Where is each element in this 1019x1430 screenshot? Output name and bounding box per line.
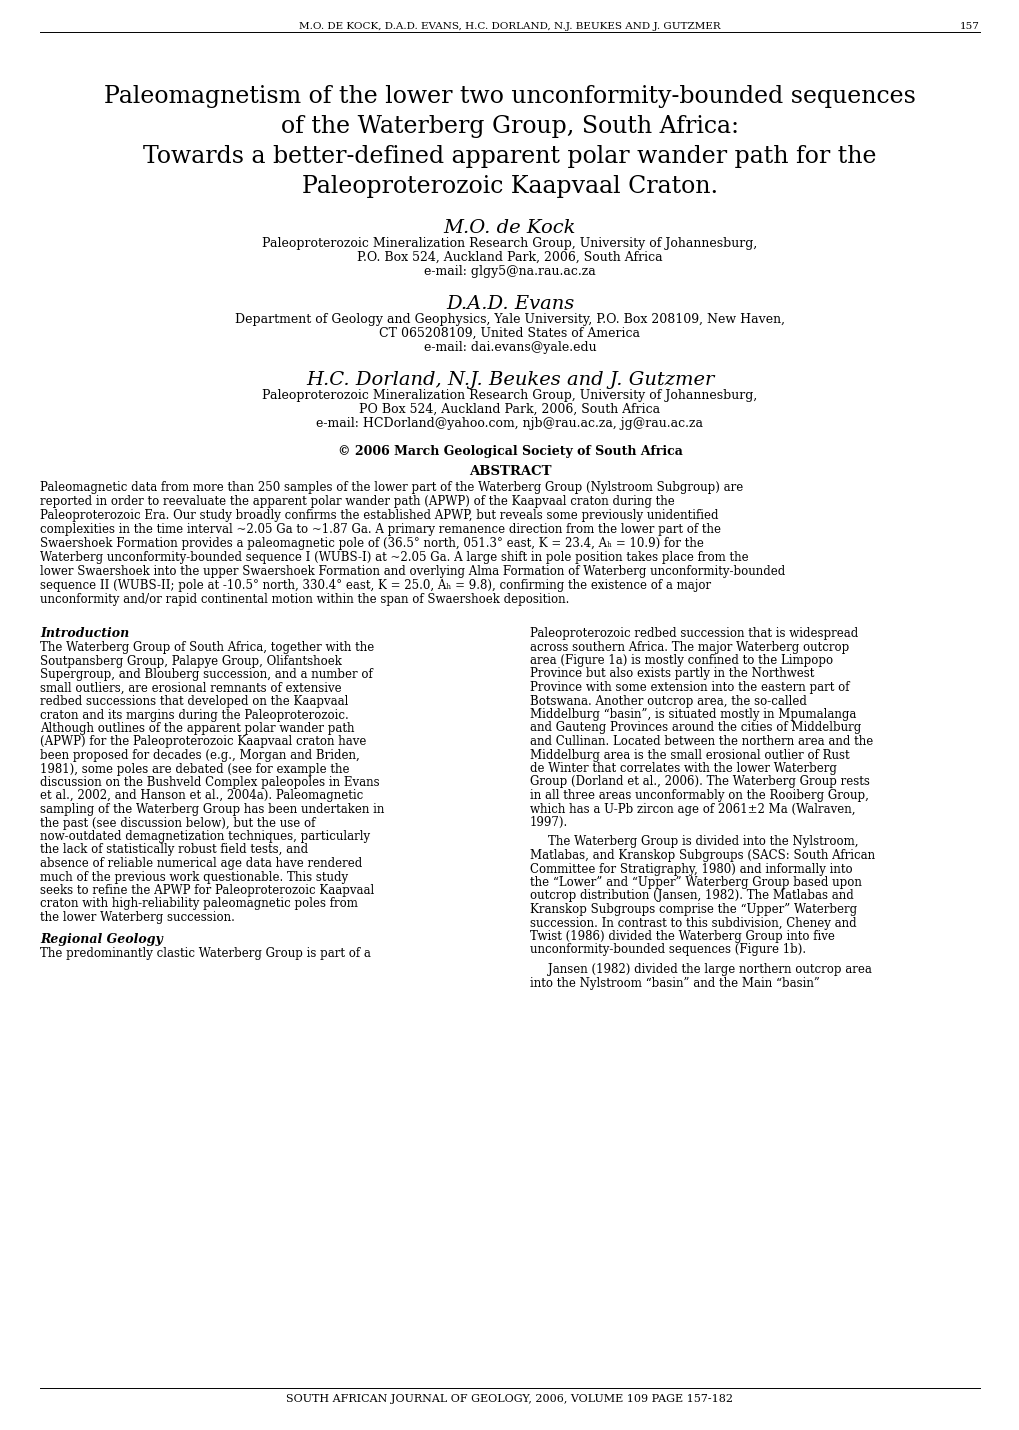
Text: Paleoproterozoic redbed succession that is widespread: Paleoproterozoic redbed succession that … — [530, 626, 857, 641]
Text: Paleoproterozoic Kaapvaal Craton.: Paleoproterozoic Kaapvaal Craton. — [302, 174, 717, 197]
Text: Kranskop Subgroups comprise the “Upper” Waterberg: Kranskop Subgroups comprise the “Upper” … — [530, 902, 856, 917]
Text: Paleoproterozoic Era. Our study broadly confirms the established APWP, but revea: Paleoproterozoic Era. Our study broadly … — [40, 509, 717, 522]
Text: complexities in the time interval ~2.05 Ga to ~1.87 Ga. A primary remanence dire: complexities in the time interval ~2.05 … — [40, 523, 720, 536]
Text: reported in order to reevaluate the apparent polar wander path (APWP) of the Kaa: reported in order to reevaluate the appa… — [40, 495, 675, 508]
Text: seeks to refine the APWP for Paleoproterozoic Kaapvaal: seeks to refine the APWP for Paleoproter… — [40, 884, 374, 897]
Text: the “Lower” and “Upper” Waterberg Group based upon: the “Lower” and “Upper” Waterberg Group … — [530, 877, 861, 889]
Text: been proposed for decades (e.g., Morgan and Briden,: been proposed for decades (e.g., Morgan … — [40, 749, 360, 762]
Text: Botswana. Another outcrop area, the so-called: Botswana. Another outcrop area, the so-c… — [530, 695, 806, 708]
Text: Although outlines of the apparent polar wander path: Although outlines of the apparent polar … — [40, 722, 355, 735]
Text: e-mail: HCDorland@yahoo.com, njb@rau.ac.za, jg@rau.ac.za: e-mail: HCDorland@yahoo.com, njb@rau.ac.… — [316, 418, 703, 430]
Text: Swaershoek Formation provides a paleomagnetic pole of (36.5° north, 051.3° east,: Swaershoek Formation provides a paleomag… — [40, 538, 703, 551]
Text: much of the previous work questionable. This study: much of the previous work questionable. … — [40, 871, 347, 884]
Text: discussion on the Bushveld Complex paleopoles in Evans: discussion on the Bushveld Complex paleo… — [40, 776, 379, 789]
Text: Middelburg area is the small erosional outlier of Rust: Middelburg area is the small erosional o… — [530, 748, 849, 762]
Text: and Gauteng Provinces around the cities of Middelburg: and Gauteng Provinces around the cities … — [530, 722, 860, 735]
Text: absence of reliable numerical age data have rendered: absence of reliable numerical age data h… — [40, 857, 362, 869]
Text: Province with some extension into the eastern part of: Province with some extension into the ea… — [530, 681, 849, 694]
Text: sampling of the Waterberg Group has been undertaken in: sampling of the Waterberg Group has been… — [40, 804, 384, 817]
Text: into the Nylstroom “basin” and the Main “basin”: into the Nylstroom “basin” and the Main … — [530, 977, 819, 990]
Text: area (Figure 1a) is mostly confined to the Limpopo: area (Figure 1a) is mostly confined to t… — [530, 654, 833, 666]
Text: (APWP) for the Paleoproterozoic Kaapvaal craton have: (APWP) for the Paleoproterozoic Kaapvaal… — [40, 735, 366, 748]
Text: small outliers, are erosional remnants of extensive: small outliers, are erosional remnants o… — [40, 682, 341, 695]
Text: P.O. Box 524, Auckland Park, 2006, South Africa: P.O. Box 524, Auckland Park, 2006, South… — [357, 252, 662, 265]
Text: succession. In contrast to this subdivision, Cheney and: succession. In contrast to this subdivis… — [530, 917, 856, 930]
Text: ABSTRACT: ABSTRACT — [469, 465, 550, 478]
Text: Paleoproterozoic Mineralization Research Group, University of Johannesburg,: Paleoproterozoic Mineralization Research… — [262, 237, 757, 250]
Text: Middelburg “basin”, is situated mostly in Mpumalanga: Middelburg “basin”, is situated mostly i… — [530, 708, 856, 721]
Text: Soutpansberg Group, Palapye Group, Olifantshoek: Soutpansberg Group, Palapye Group, Olifa… — [40, 655, 341, 668]
Text: Paleomagnetism of the lower two unconformity-bounded sequences: Paleomagnetism of the lower two unconfor… — [104, 84, 915, 109]
Text: lower Swaershoek into the upper Swaershoek Formation and overlying Alma Formatio: lower Swaershoek into the upper Swaersho… — [40, 565, 785, 578]
Text: craton and its margins during the Paleoproterozoic.: craton and its margins during the Paleop… — [40, 708, 348, 722]
Text: across southern Africa. The major Waterberg outcrop: across southern Africa. The major Waterb… — [530, 641, 849, 654]
Text: e-mail: dai.evans@yale.edu: e-mail: dai.evans@yale.edu — [423, 340, 596, 355]
Text: unconformity-bounded sequences (Figure 1b).: unconformity-bounded sequences (Figure 1… — [530, 944, 805, 957]
Text: in all three areas unconformably on the Rooiberg Group,: in all three areas unconformably on the … — [530, 789, 868, 802]
Text: The Waterberg Group of South Africa, together with the: The Waterberg Group of South Africa, tog… — [40, 641, 374, 654]
Text: Paleomagnetic data from more than 250 samples of the lower part of the Waterberg: Paleomagnetic data from more than 250 sa… — [40, 480, 743, 493]
Text: craton with high-reliability paleomagnetic poles from: craton with high-reliability paleomagnet… — [40, 898, 358, 911]
Text: Introduction: Introduction — [40, 626, 129, 641]
Text: H.C. Dorland, N.J. Beukes and J. Gutzmer: H.C. Dorland, N.J. Beukes and J. Gutzmer — [306, 370, 713, 389]
Text: M.O. de Kock: M.O. de Kock — [443, 219, 576, 237]
Text: The Waterberg Group is divided into the Nylstroom,: The Waterberg Group is divided into the … — [547, 835, 858, 848]
Text: 1997).: 1997). — [530, 817, 568, 829]
Text: outcrop distribution (Jansen, 1982). The Matlabas and: outcrop distribution (Jansen, 1982). The… — [530, 889, 853, 902]
Text: D.A.D. Evans: D.A.D. Evans — [445, 295, 574, 313]
Text: de Winter that correlates with the lower Waterberg: de Winter that correlates with the lower… — [530, 762, 836, 775]
Text: Jansen (1982) divided the large northern outcrop area: Jansen (1982) divided the large northern… — [547, 962, 871, 977]
Text: which has a U-Pb zircon age of 2061±2 Ma (Walraven,: which has a U-Pb zircon age of 2061±2 Ma… — [530, 802, 855, 815]
Text: Regional Geology: Regional Geology — [40, 932, 163, 945]
Text: unconformity and/or rapid continental motion within the span of Swaershoek depos: unconformity and/or rapid continental mo… — [40, 593, 569, 606]
Text: of the Waterberg Group, South Africa:: of the Waterberg Group, South Africa: — [280, 114, 739, 139]
Text: Towards a better-defined apparent polar wander path for the: Towards a better-defined apparent polar … — [143, 144, 876, 167]
Text: Twist (1986) divided the Waterberg Group into five: Twist (1986) divided the Waterberg Group… — [530, 930, 835, 942]
Text: redbed successions that developed on the Kaapvaal: redbed successions that developed on the… — [40, 695, 348, 708]
Text: 157: 157 — [959, 21, 979, 31]
Text: Committee for Stratigraphy, 1980) and informally into: Committee for Stratigraphy, 1980) and in… — [530, 862, 852, 875]
Text: the past (see discussion below), but the use of: the past (see discussion below), but the… — [40, 817, 315, 829]
Text: CT 065208109, United States of America: CT 065208109, United States of America — [379, 327, 640, 340]
Text: et al., 2002, and Hanson et al., 2004a). Paleomagnetic: et al., 2002, and Hanson et al., 2004a).… — [40, 789, 363, 802]
Text: PO Box 524, Auckland Park, 2006, South Africa: PO Box 524, Auckland Park, 2006, South A… — [359, 403, 660, 416]
Text: the lack of statistically robust field tests, and: the lack of statistically robust field t… — [40, 844, 308, 857]
Text: Supergroup, and Blouberg succession, and a number of: Supergroup, and Blouberg succession, and… — [40, 668, 372, 681]
Text: Paleoproterozoic Mineralization Research Group, University of Johannesburg,: Paleoproterozoic Mineralization Research… — [262, 389, 757, 402]
Text: Department of Geology and Geophysics, Yale University, P.O. Box 208109, New Have: Department of Geology and Geophysics, Ya… — [234, 313, 785, 326]
Text: M.O. DE KOCK, D.A.D. EVANS, H.C. DORLAND, N.J. BEUKES AND J. GUTZMER: M.O. DE KOCK, D.A.D. EVANS, H.C. DORLAND… — [299, 21, 720, 31]
Text: e-mail: glgy5@na.rau.ac.za: e-mail: glgy5@na.rau.ac.za — [424, 265, 595, 277]
Text: now-outdated demagnetization techniques, particularly: now-outdated demagnetization techniques,… — [40, 829, 370, 844]
Text: SOUTH AFRICAN JOURNAL OF GEOLOGY, 2006, VOLUME 109 PAGE 157-182: SOUTH AFRICAN JOURNAL OF GEOLOGY, 2006, … — [286, 1394, 733, 1404]
Text: Group (Dorland et al., 2006). The Waterberg Group rests: Group (Dorland et al., 2006). The Waterb… — [530, 775, 869, 788]
Text: Province but also exists partly in the Northwest: Province but also exists partly in the N… — [530, 668, 813, 681]
Text: and Cullinan. Located between the northern area and the: and Cullinan. Located between the northe… — [530, 735, 872, 748]
Text: Waterberg unconformity-bounded sequence I (WUBS-I) at ~2.05 Ga. A large shift in: Waterberg unconformity-bounded sequence … — [40, 551, 748, 563]
Text: the lower Waterberg succession.: the lower Waterberg succession. — [40, 911, 234, 924]
Text: The predominantly clastic Waterberg Group is part of a: The predominantly clastic Waterberg Grou… — [40, 947, 371, 960]
Text: 1981), some poles are debated (see for example the: 1981), some poles are debated (see for e… — [40, 762, 350, 775]
Text: sequence II (WUBS-II; pole at -10.5° north, 330.4° east, K = 25.0, Aₕ = 9.8), co: sequence II (WUBS-II; pole at -10.5° nor… — [40, 579, 710, 592]
Text: © 2006 March Geological Society of South Africa: © 2006 March Geological Society of South… — [337, 445, 682, 458]
Text: Matlabas, and Kranskop Subgroups (SACS: South African: Matlabas, and Kranskop Subgroups (SACS: … — [530, 849, 874, 862]
